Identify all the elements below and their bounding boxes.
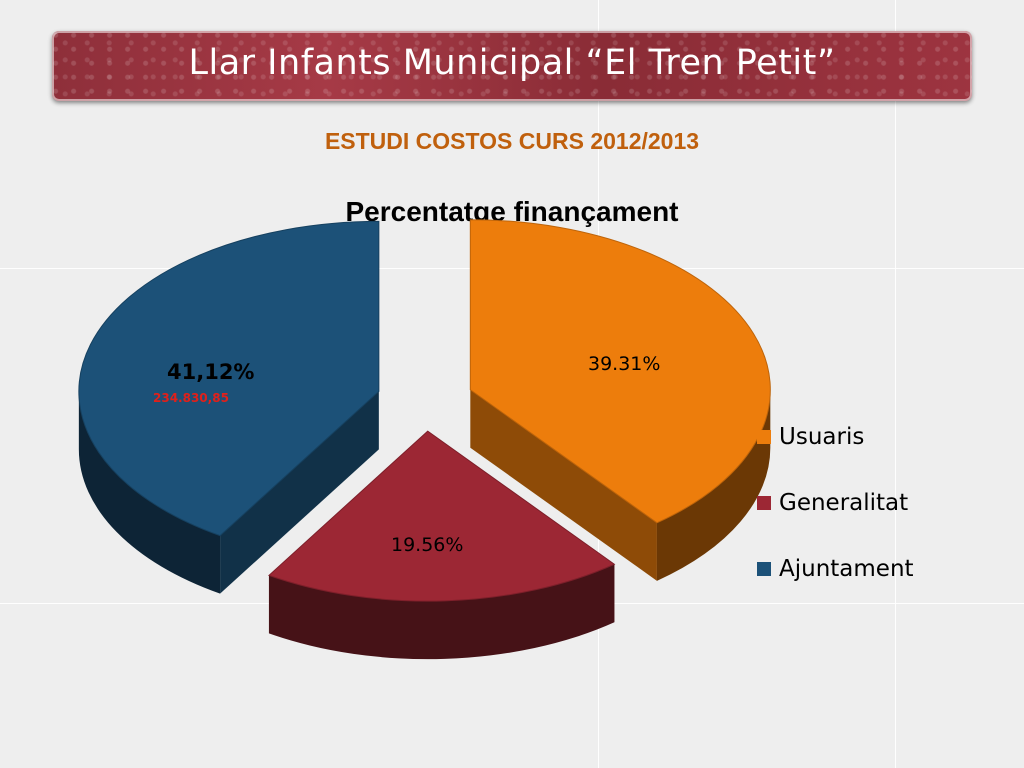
pie-slice-ajuntament bbox=[78, 220, 380, 537]
legend-label: Usuaris bbox=[779, 424, 865, 450]
legend-item-generalitat: Generalitat bbox=[757, 470, 914, 536]
slide-title: Llar Infants Municipal “El Tren Petit” bbox=[188, 43, 836, 83]
pie-slice-cut-face-ajuntament-start bbox=[220, 391, 379, 594]
legend-item-ajuntament: Ajuntament bbox=[757, 536, 914, 602]
pie-top-layer bbox=[78, 219, 771, 602]
data-label-ajuntament: 41,12% bbox=[167, 360, 255, 384]
pie-slice-rim-ajuntament bbox=[78, 391, 221, 594]
pie-slice-generalitat bbox=[268, 430, 616, 602]
legend-item-usuaris: Usuaris bbox=[757, 404, 914, 470]
legend-swatch bbox=[757, 430, 771, 444]
data-label-usuaris: 39.31% bbox=[588, 353, 661, 375]
legend-label: Ajuntament bbox=[779, 556, 914, 582]
amount-annotation: 234.830,85 bbox=[153, 391, 229, 405]
legend-swatch bbox=[757, 562, 771, 576]
data-label-generalitat: 19.56% bbox=[391, 534, 464, 556]
pie-slice-rim-usuaris bbox=[656, 389, 771, 581]
slide-subtitle: ESTUDI COSTOS CURS 2012/2013 bbox=[324, 128, 700, 154]
legend-swatch bbox=[757, 496, 771, 510]
pie-slice-rim-generalitat bbox=[268, 564, 615, 660]
legend: Usuaris Generalitat Ajuntament bbox=[757, 404, 914, 602]
legend-label: Generalitat bbox=[779, 490, 909, 516]
title-banner: Llar Infants Municipal “El Tren Petit” bbox=[52, 31, 972, 101]
pie-slice-cut-face-usuaris-end bbox=[470, 389, 657, 581]
pie-slice-usuaris bbox=[469, 219, 771, 524]
background-grid-line bbox=[895, 0, 896, 768]
